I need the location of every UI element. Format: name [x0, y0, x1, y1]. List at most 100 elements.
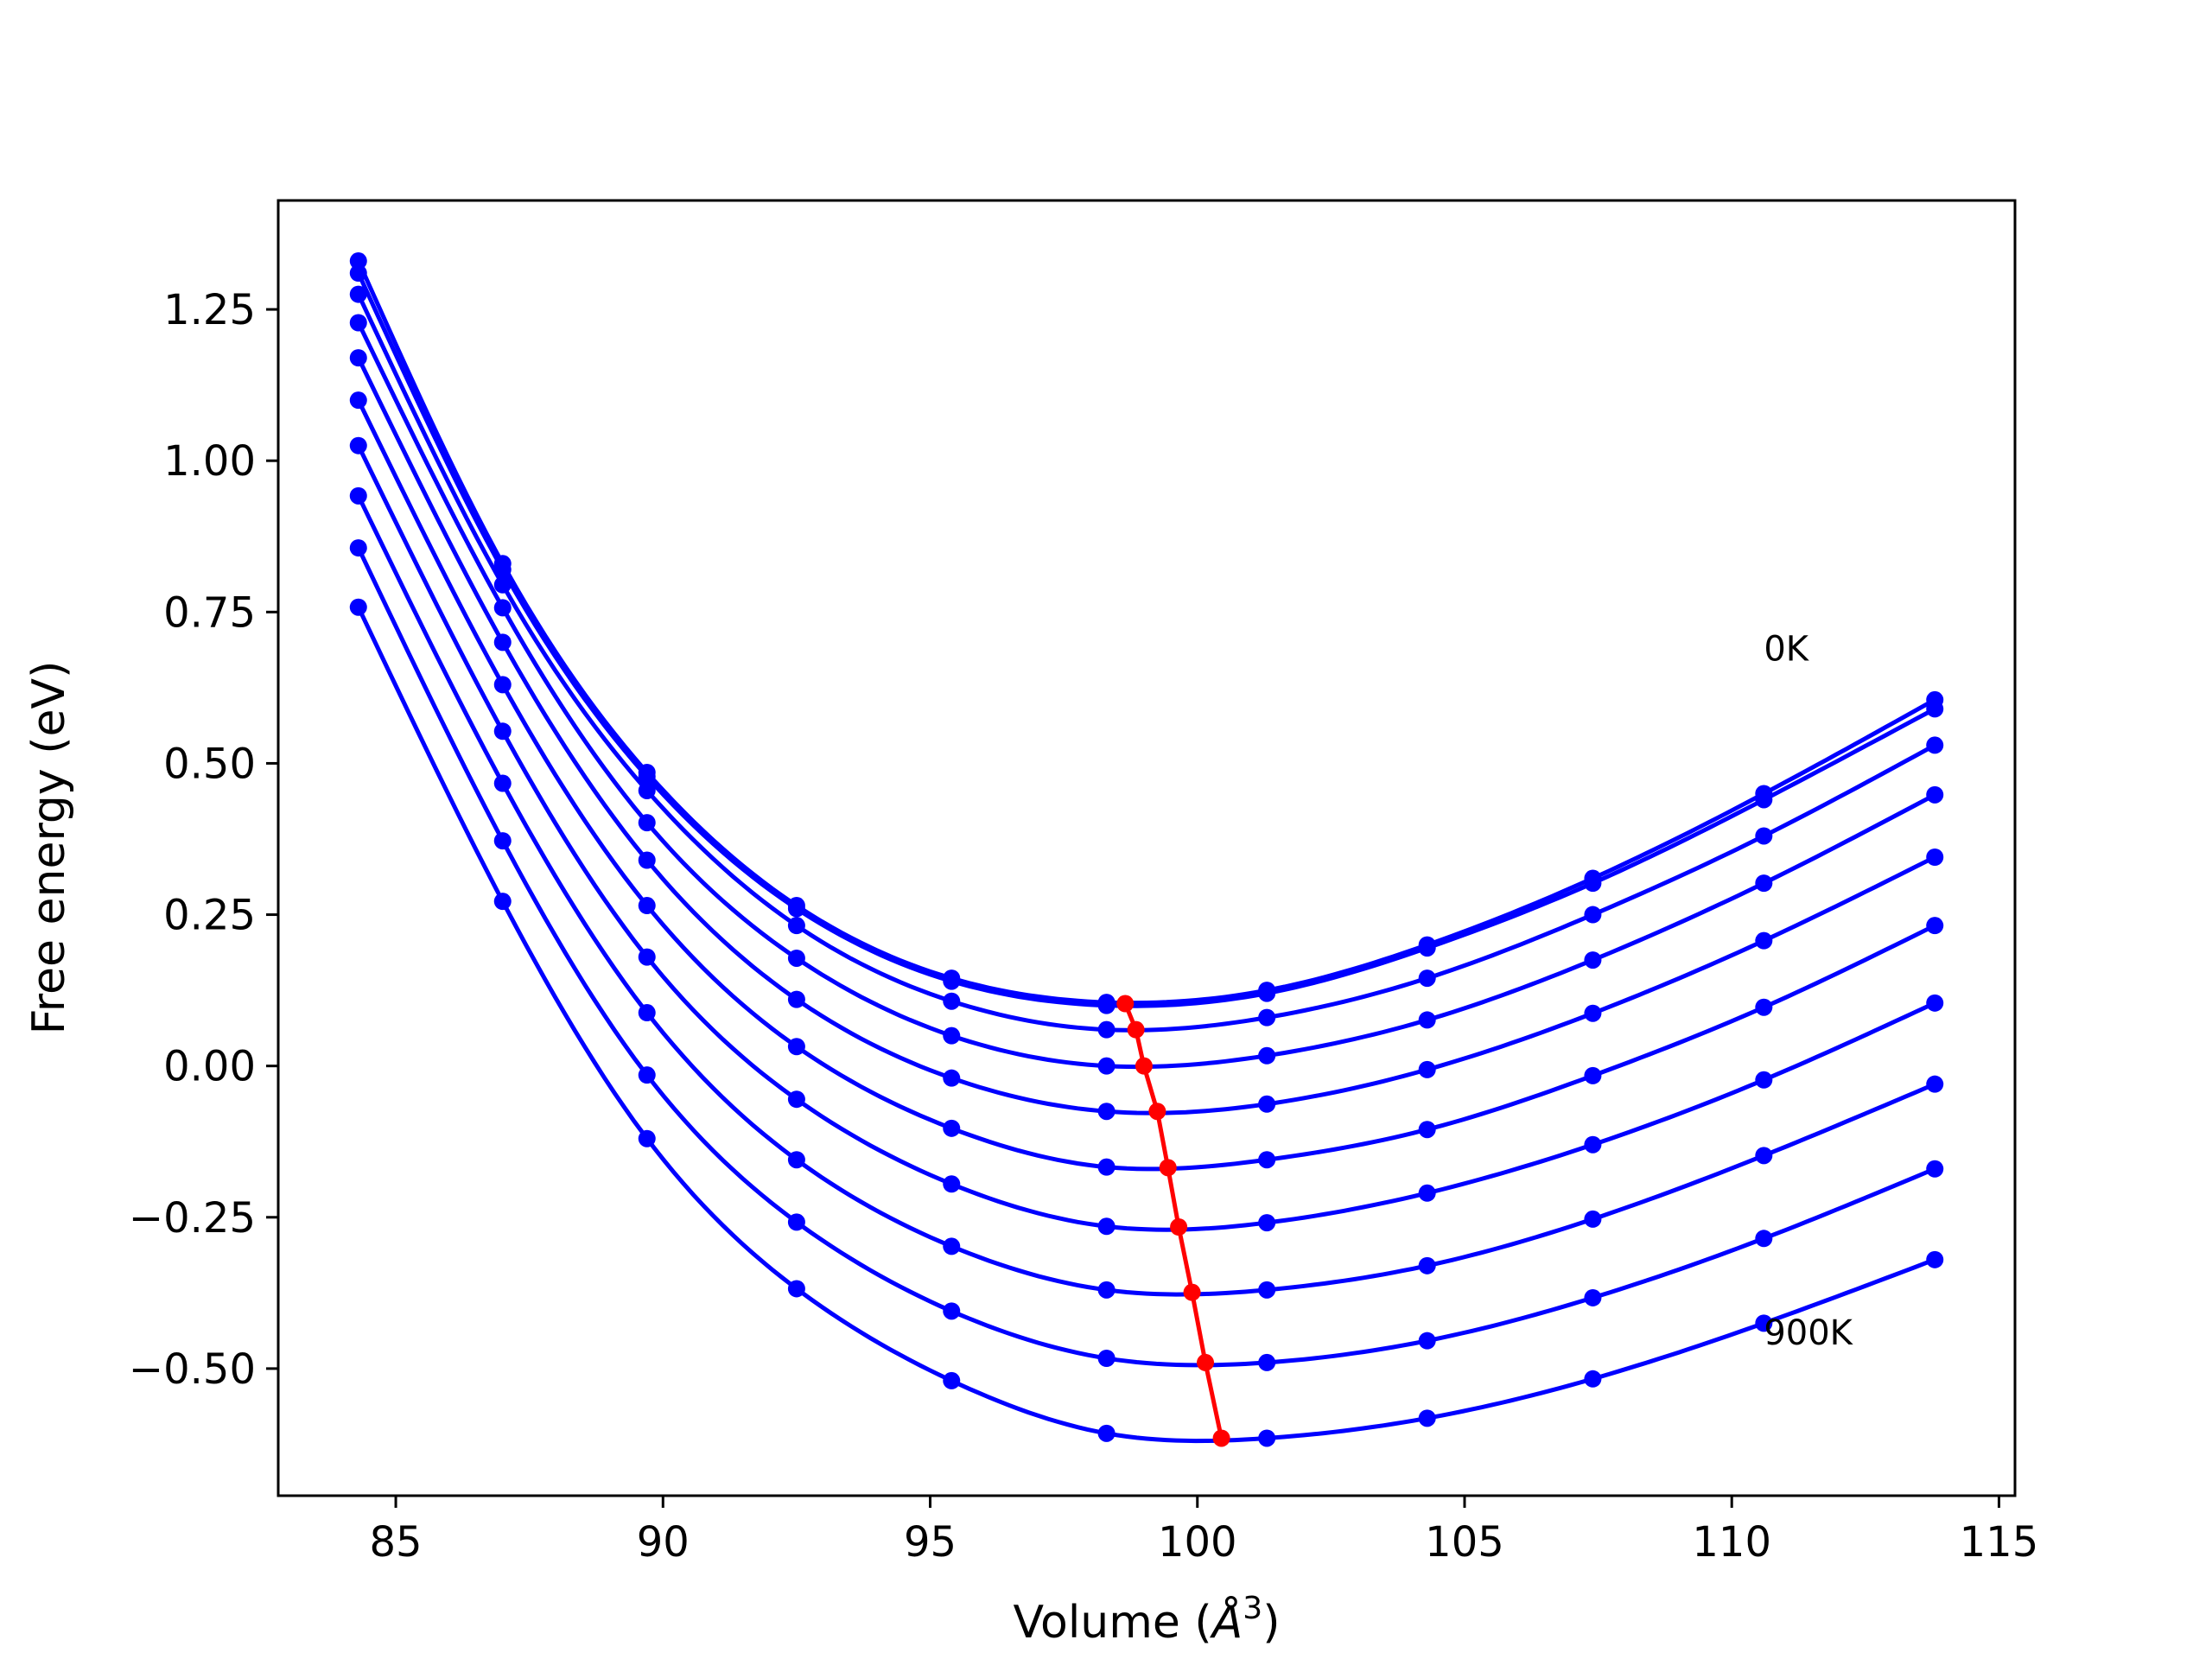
series-point-7-7	[1418, 1256, 1436, 1274]
series-point-7-4	[943, 1237, 961, 1255]
series-point-5-5	[1097, 1158, 1116, 1176]
series-line-0	[356, 259, 1936, 1006]
series-point-7-2	[638, 1004, 656, 1022]
series-point-4-0	[349, 349, 367, 367]
series-point-1-0	[349, 264, 367, 283]
series-point-8-5	[1097, 1349, 1116, 1367]
y-tick-label: 1.25	[163, 286, 256, 334]
series-point-8-3	[787, 1213, 805, 1231]
series-point-9-2	[638, 1129, 656, 1147]
series-point-6-4	[943, 1175, 961, 1193]
x-axis-label: Volume (Å3)	[1014, 1591, 1281, 1649]
minimum-locus-point-3	[1148, 1103, 1166, 1121]
series-point-5-0	[349, 391, 367, 410]
series-line-5	[356, 399, 1936, 1172]
series-point-4-7	[1418, 1060, 1436, 1078]
series-point-4-4	[943, 1069, 961, 1087]
series-point-2-0	[349, 285, 367, 303]
series-point-5-10	[1926, 917, 1944, 935]
y-tick-label: 0.50	[163, 740, 256, 788]
y-axis-label: Free energy (eV)	[23, 661, 75, 1035]
y-tick-label: 0.75	[163, 588, 256, 637]
series-point-6-9	[1755, 1071, 1773, 1089]
series-point-7-0	[349, 486, 367, 505]
series-point-2-2	[638, 781, 656, 799]
plot-frame	[276, 199, 2017, 1497]
series-point-6-8	[1584, 1135, 1602, 1154]
x-tick-label: 105	[1425, 1518, 1504, 1567]
series-point-9-1	[493, 893, 512, 911]
series-point-3-2	[638, 814, 656, 832]
series-point-7-9	[1755, 1147, 1773, 1165]
series-line-9	[356, 606, 1936, 1444]
series-point-6-10	[1926, 994, 1944, 1012]
series-line-7	[356, 494, 1936, 1297]
series-point-7-8	[1584, 1210, 1602, 1228]
series-point-8-4	[943, 1302, 961, 1320]
series-point-6-7	[1418, 1184, 1436, 1202]
minimum-locus-point-5	[1170, 1217, 1188, 1236]
series-point-3-5	[1097, 1057, 1116, 1075]
series-point-7-1	[493, 774, 512, 792]
series-point-3-9	[1755, 874, 1773, 893]
minimum-locus-point-8	[1212, 1429, 1230, 1447]
series-point-2-9	[1755, 827, 1773, 845]
series-point-5-1	[493, 676, 512, 694]
annotation-label-1: 900K	[1764, 1313, 1853, 1353]
annotations: 0K 900K	[1764, 629, 1853, 1353]
series-point-3-10	[1926, 785, 1944, 804]
annotation-label-0: 0K	[1764, 629, 1809, 669]
series-point-9-0	[349, 598, 367, 616]
y-tick-label: 0.00	[163, 1043, 256, 1091]
series-point-1-8	[1584, 874, 1602, 893]
series-point-5-8	[1584, 1066, 1602, 1084]
series-point-1-3	[787, 899, 805, 918]
series-point-5-7	[1418, 1121, 1436, 1139]
y-tick-label: 1.00	[163, 437, 256, 486]
series-point-9-6	[1258, 1429, 1276, 1447]
series-point-4-1	[493, 633, 512, 652]
minimum-locus-point-0	[1116, 995, 1135, 1013]
minimum-locus-point-4	[1159, 1159, 1177, 1177]
series-point-0-0	[349, 252, 367, 270]
series-point-1-7	[1418, 939, 1436, 957]
series-point-6-2	[638, 948, 656, 966]
series-point-3-7	[1418, 1011, 1436, 1029]
series-point-1-2	[638, 767, 656, 785]
minimum-locus-point-6	[1183, 1283, 1201, 1301]
series-point-6-3	[787, 1090, 805, 1109]
series-point-9-10	[1926, 1250, 1944, 1268]
series-point-5-9	[1755, 998, 1773, 1016]
series-point-3-8	[1584, 951, 1602, 969]
series-point-7-3	[787, 1151, 805, 1169]
series-point-2-8	[1584, 906, 1602, 924]
y-tick-label: −0.25	[129, 1194, 256, 1243]
x-tick-label: 100	[1158, 1518, 1237, 1567]
series-point-1-9	[1755, 791, 1773, 809]
series-point-4-10	[1926, 849, 1944, 867]
series-point-8-0	[349, 539, 367, 557]
series-point-8-9	[1755, 1230, 1773, 1248]
series-point-3-0	[349, 314, 367, 332]
series-point-3-4	[943, 1027, 961, 1045]
series-point-5-6	[1258, 1151, 1276, 1169]
series-point-6-6	[1258, 1214, 1276, 1232]
series-point-5-2	[638, 897, 656, 915]
series-layer	[349, 252, 1944, 1447]
minimum-locus-point-2	[1135, 1057, 1153, 1075]
series-line-8	[356, 547, 1936, 1368]
x-tick-label: 115	[1960, 1518, 2039, 1567]
series-point-5-3	[787, 1038, 805, 1056]
minimum-locus-point-7	[1197, 1353, 1215, 1371]
series-point-3-3	[787, 949, 805, 967]
series-point-8-10	[1926, 1160, 1944, 1178]
series-point-6-1	[493, 722, 512, 741]
series-point-1-6	[1258, 984, 1276, 1002]
series-point-2-4	[943, 992, 961, 1010]
x-axis-ticks: 85 90 95 100 105 110 115	[370, 1496, 2039, 1567]
series-point-9-8	[1584, 1370, 1602, 1388]
minimum-locus-layer	[1116, 995, 1230, 1447]
x-tick-label: 95	[904, 1518, 957, 1567]
